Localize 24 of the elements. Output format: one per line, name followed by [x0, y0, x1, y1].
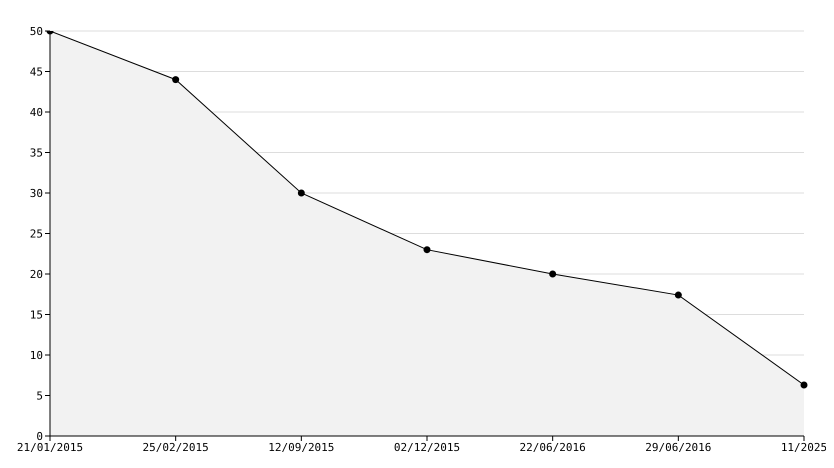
x-tick-label: 29/06/2016 [645, 440, 712, 454]
y-tick-label: 20 [30, 268, 43, 281]
point [549, 270, 556, 278]
point [298, 190, 305, 196]
point [674, 292, 682, 299]
y-tick-label: 15 [30, 308, 43, 322]
point [800, 381, 808, 388]
point [424, 246, 430, 254]
y-tick-label: 45 [30, 65, 43, 78]
x-tick-label: 12/09/2015 [268, 440, 334, 454]
y-tick-label: 0 [36, 430, 43, 443]
y-tick-label: 10 [30, 348, 43, 362]
y-tick-label: 25 [30, 227, 43, 240]
x-tick-label: 22/06/2016 [520, 440, 586, 454]
y-tick-label: 40 [30, 106, 43, 119]
x-tick-label: 02/12/2015 [394, 440, 460, 454]
x-tick-label: 25/02/2015 [142, 440, 209, 454]
x-tick-label: 21/01/2015 [16, 440, 84, 454]
point [172, 76, 180, 84]
y-tick-label: 30 [30, 186, 43, 200]
y-tick-label: 5 [36, 389, 43, 402]
x-tick-label: 11/2025 [780, 440, 828, 454]
y-tick-label: 50 [30, 24, 43, 38]
y-tick-label: 35 [30, 146, 43, 160]
